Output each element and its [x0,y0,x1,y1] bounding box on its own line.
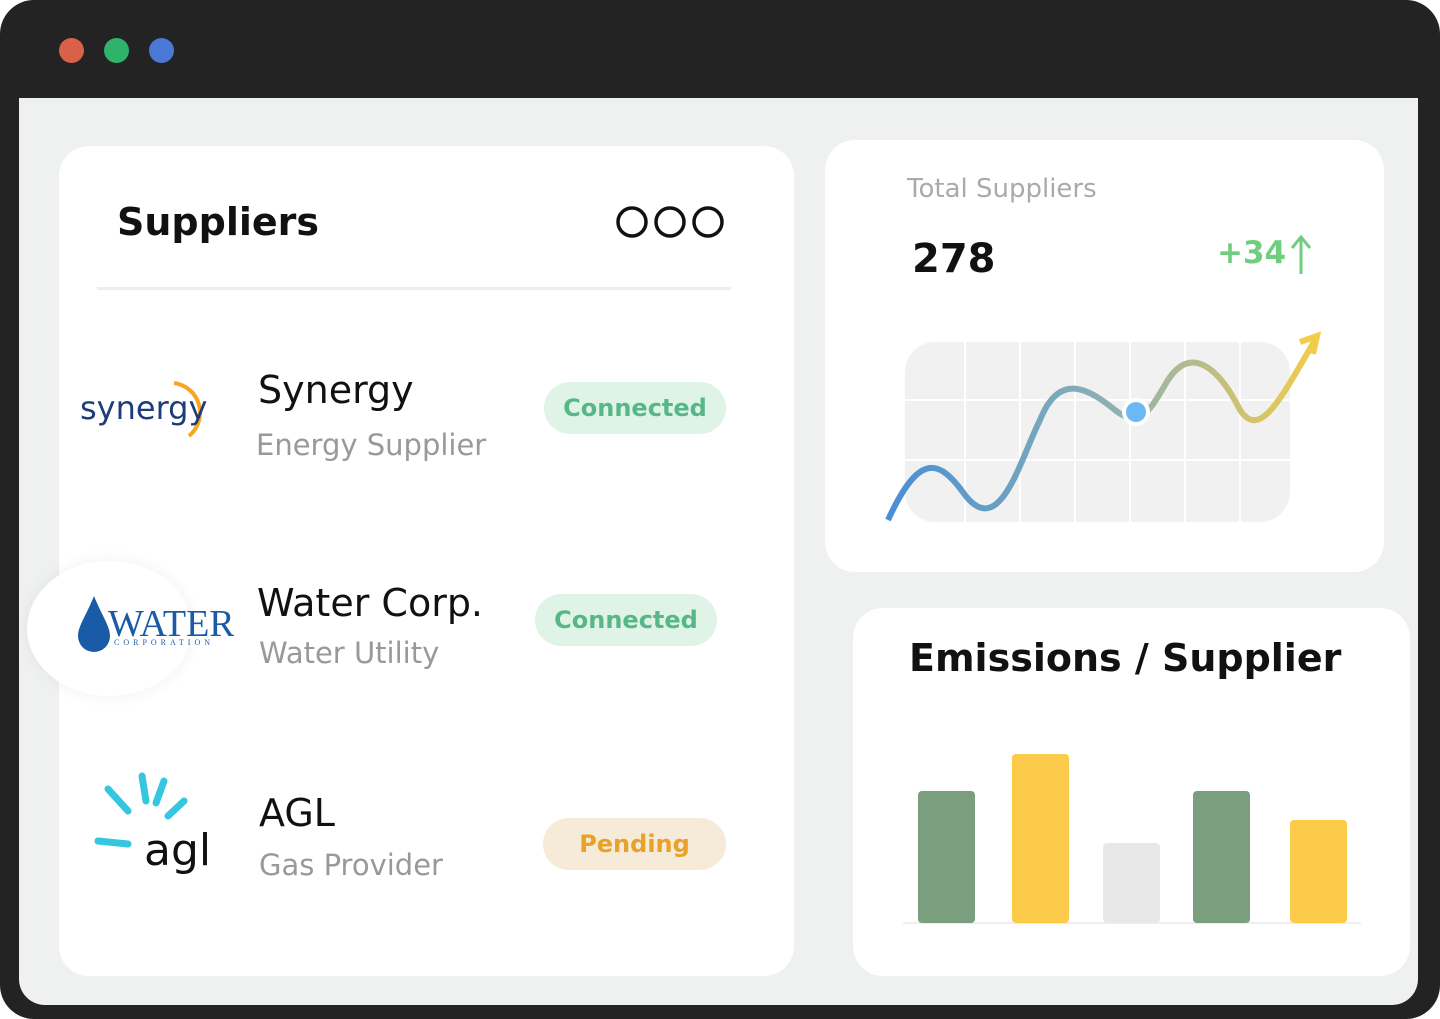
divider [97,287,731,290]
agl-logo: agl [94,772,211,876]
total-card: Total Suppliers 278 +34 [825,140,1384,572]
up-arrow [1290,234,1312,274]
maximize-dot[interactable] [149,38,174,63]
logo-text: agl [144,825,211,876]
logo-text: WATER [108,603,234,645]
water-logo: WATER CORPORATION [78,596,234,652]
suppliers-card: Suppliers synergy Synergy Energy Supplie… [27,146,794,976]
more-menu[interactable] [614,204,729,240]
bar [1103,843,1160,923]
chart-title: Emissions / Supplier [909,636,1342,680]
stat-change: +34 [1217,235,1287,271]
synergy-logo: synergy [80,381,207,438]
logo-subtext: CORPORATION [114,638,214,647]
minimize-dot[interactable] [104,38,129,63]
logo-bubble [27,561,192,696]
stat-value: 278 [912,236,996,282]
supplier-name: Water Corp. [257,581,484,625]
supplier-name: Synergy [258,368,414,412]
bar [918,791,975,923]
close-dot[interactable] [59,38,84,63]
bar [1193,791,1250,923]
logo-text: synergy [80,389,207,427]
card-title: Suppliers [117,200,320,244]
bar [1012,754,1069,923]
supplier-type: Water Utility [259,636,440,670]
status-badge: Connected [544,382,726,434]
status-badge: Connected [535,594,717,646]
status-badge: Pending [543,818,726,870]
trend-graphic [885,331,1322,522]
supplier-type: Energy Supplier [256,428,487,462]
bar-chart [903,754,1361,924]
supplier-name: AGL [259,791,335,835]
supplier-type: Gas Provider [259,848,443,882]
stat-label: Total Suppliers [907,174,1097,204]
emissions-card: Emissions / Supplier [853,608,1410,976]
bar [1290,820,1347,923]
